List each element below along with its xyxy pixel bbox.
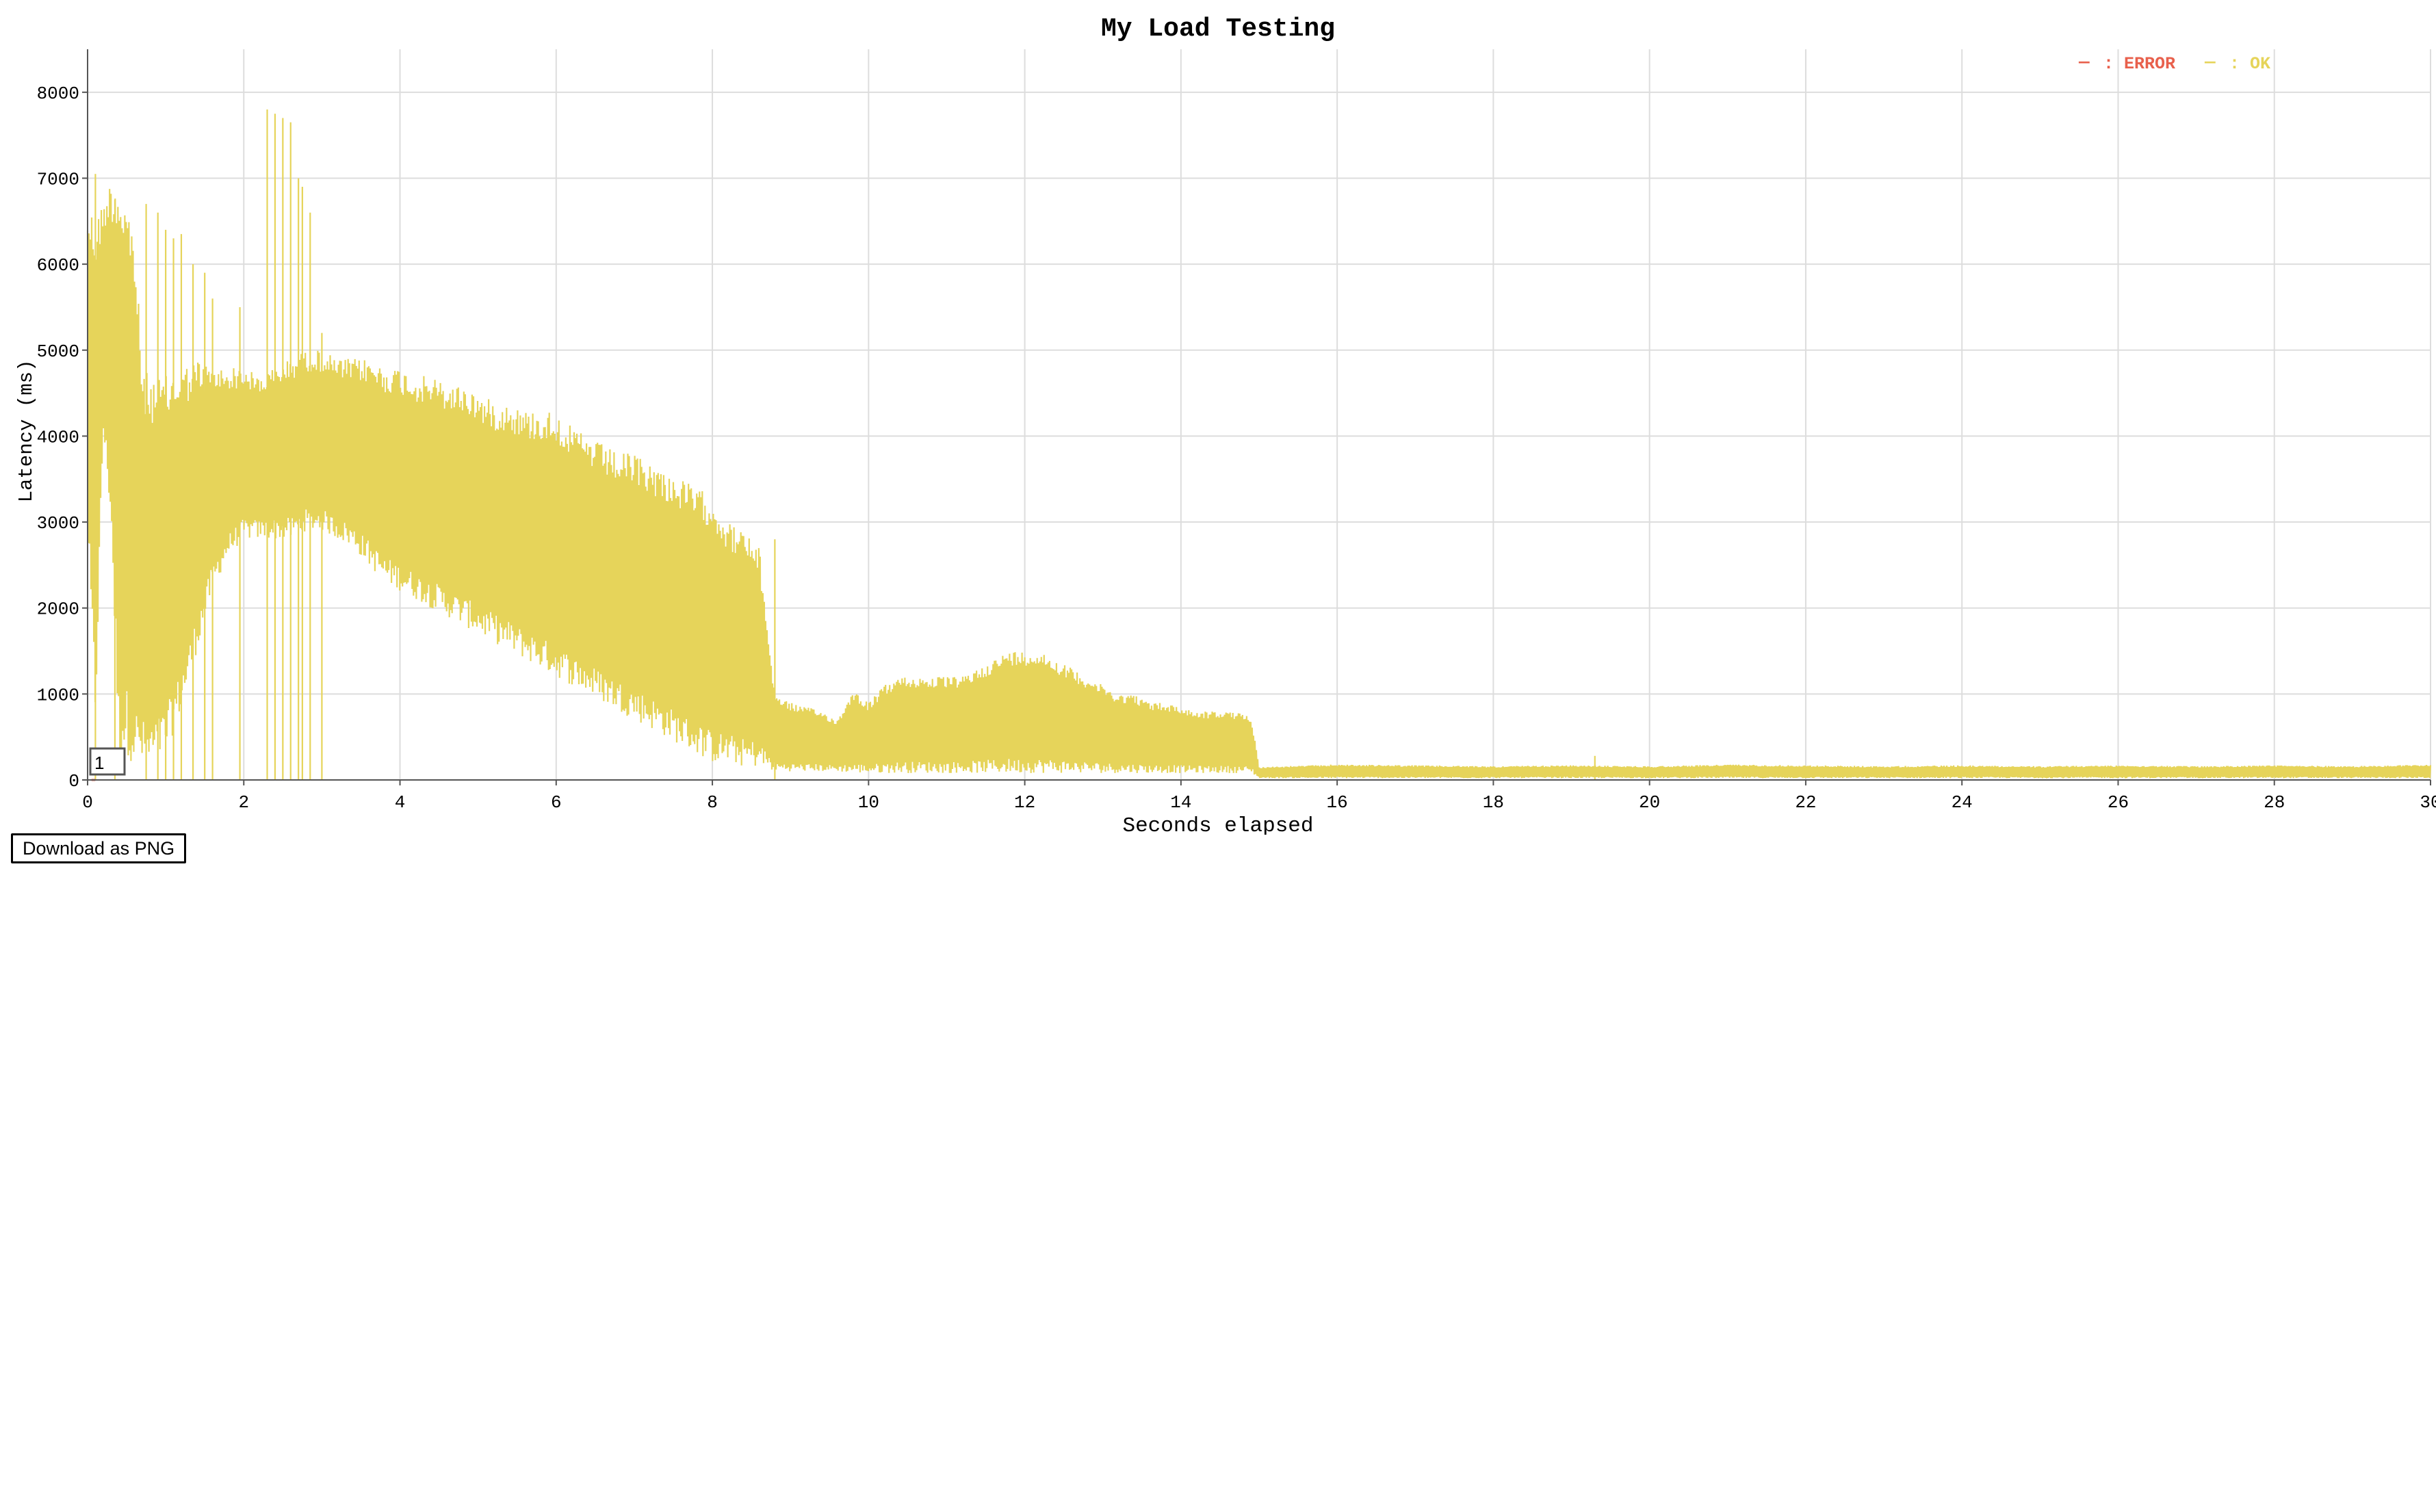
series-ok-line bbox=[86, 189, 2432, 779]
x-tick-label: 10 bbox=[858, 792, 879, 813]
x-tick-label: 2 bbox=[238, 792, 249, 813]
y-tick-label: 7000 bbox=[37, 169, 79, 190]
x-tick-label: 14 bbox=[1170, 792, 1191, 813]
x-tick-label: 6 bbox=[551, 792, 562, 813]
x-tick-labels: 0 2 4 6 8 10 12 14 16 18 20 22 24 26 28 30 bbox=[82, 780, 2436, 813]
x-tick-label: 20 bbox=[1639, 792, 1660, 813]
x-tick-label: 12 bbox=[1014, 792, 1035, 813]
y-tick-label: 0 bbox=[68, 771, 79, 792]
y-tick-label: 3000 bbox=[37, 513, 79, 534]
legend: — : ERROR — : OK bbox=[2078, 52, 2270, 74]
y-tick-label: 1000 bbox=[37, 685, 79, 705]
legend-error-swatch: — bbox=[2078, 52, 2090, 73]
x-tick-label: 4 bbox=[395, 792, 406, 813]
y-tick-labels: 0 1000 2000 3000 4000 5000 6000 7000 8000 bbox=[37, 83, 88, 792]
x-tick-label: 28 bbox=[2264, 792, 2285, 813]
grid-lines bbox=[88, 49, 2431, 780]
brush-marker-label: 1 bbox=[94, 753, 104, 773]
y-tick-label: 6000 bbox=[37, 255, 79, 276]
x-axis-label: Seconds elapsed bbox=[1122, 814, 1313, 835]
legend-ok-swatch: — bbox=[2204, 52, 2216, 73]
download-png-button[interactable]: Download as PNG bbox=[11, 833, 187, 863]
y-tick-label: 2000 bbox=[37, 599, 79, 620]
x-tick-label: 16 bbox=[1327, 792, 1348, 813]
y-tick-label: 8000 bbox=[37, 83, 79, 104]
brush-marker[interactable]: 1 bbox=[89, 747, 126, 776]
latency-chart: 0 2 4 6 8 10 12 14 16 18 20 22 24 26 28 30 010002000300… bbox=[15, 14, 2436, 835]
axes: 0 2 4 6 8 10 12 14 16 18 20 22 24 26 28 30 010002000300… bbox=[37, 49, 2436, 813]
x-tick-label: 30 bbox=[2420, 792, 2436, 813]
x-tick-label: 18 bbox=[1483, 792, 1504, 813]
legend-error-label: : ERROR bbox=[2103, 54, 2175, 74]
legend-ok-label: : OK bbox=[2229, 54, 2270, 74]
y-axis-label: Latency (ms) bbox=[15, 360, 38, 503]
plot-area bbox=[86, 109, 2432, 781]
y-tick-label: 4000 bbox=[37, 427, 79, 447]
chart-container: 0 2 4 6 8 10 12 14 16 18 20 22 24 26 28 30 0 1000 2000 300… bbox=[15, 14, 2436, 835]
x-tick-label: 24 bbox=[1952, 792, 1973, 813]
x-tick-label: 22 bbox=[1795, 792, 1816, 813]
x-tick-label: 8 bbox=[707, 792, 718, 813]
chart-title: My Load Testing bbox=[1101, 14, 1335, 44]
x-tick-label: 0 bbox=[82, 792, 93, 813]
y-tick-label: 5000 bbox=[37, 341, 79, 362]
x-tick-label: 26 bbox=[2108, 792, 2129, 813]
